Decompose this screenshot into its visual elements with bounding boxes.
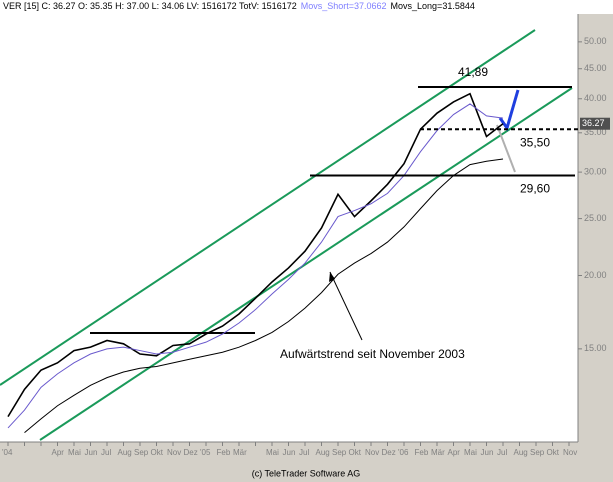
y-tick-label: 45.00 xyxy=(584,63,607,73)
blue-arrow xyxy=(498,89,520,132)
header: VER [15] C: 36.27 O: 35.35 H: 37.00 L: 3… xyxy=(3,1,475,11)
y-tick-label: 40.00 xyxy=(584,93,607,103)
x-tick-label: Jun xyxy=(85,448,98,457)
x-tick-label: Jul xyxy=(101,448,111,457)
level-label: 29,60 xyxy=(520,182,550,196)
x-tick-label: Apr xyxy=(448,448,461,457)
x-tick-label: '05 xyxy=(200,448,211,457)
plot-area xyxy=(0,14,578,442)
x-tick-label: Aug xyxy=(514,448,528,457)
footer: (c) TeleTrader Software AG xyxy=(252,468,361,478)
x-tick-label: Aug xyxy=(316,448,330,457)
x-tick-label: Dez xyxy=(382,448,396,457)
level-label: 41,89 xyxy=(458,65,488,79)
last-price-label: 36.27 xyxy=(582,118,605,128)
gray-arrow xyxy=(496,124,516,173)
x-tick-label: Mai xyxy=(464,448,477,457)
x-tick-label: Okt xyxy=(349,448,362,457)
short-ma-label: Movs_Short=37.0662 xyxy=(301,1,387,11)
y-tick-label: 35.00 xyxy=(584,127,607,137)
channel-lower xyxy=(39,87,573,441)
x-tick-label: '06 xyxy=(398,448,409,457)
y-tick-label: 50.00 xyxy=(584,36,607,46)
channel-upper xyxy=(0,29,536,386)
series-line xyxy=(7,103,504,429)
x-tick-label: Mai xyxy=(266,448,279,457)
x-tick-label: Nov xyxy=(563,448,577,457)
x-tick-label: Feb xyxy=(217,448,231,457)
x-tick-label: Mär xyxy=(431,448,445,457)
x-tick-label: Apr xyxy=(52,448,65,457)
x-tick-label: Okt xyxy=(151,448,164,457)
y-tick-label: 30.00 xyxy=(584,166,607,176)
series-line xyxy=(24,158,504,434)
x-tick-label: Jun xyxy=(283,448,296,457)
long-ma-label: Movs_Long=31.5844 xyxy=(391,1,475,11)
header-bar xyxy=(0,0,613,14)
x-tick-label: Sep xyxy=(134,448,149,457)
x-tick-label: Mai xyxy=(68,448,81,457)
x-tick-label: Jul xyxy=(497,448,507,457)
x-tick-label: Mär xyxy=(233,448,247,457)
x-tick-label: Sep xyxy=(530,448,545,457)
annotation-arrow xyxy=(329,271,363,341)
quote: VER [15] C: 36.27 O: 35.35 H: 37.00 L: 3… xyxy=(3,1,297,11)
y-tick-label: 15.00 xyxy=(584,343,607,353)
x-tick-label: Jun xyxy=(481,448,494,457)
x-tick-label: '04 xyxy=(2,448,13,457)
x-tick-label: Nov xyxy=(167,448,181,457)
level-label: 35,50 xyxy=(520,135,550,149)
y-tick-label: 20.00 xyxy=(584,270,607,280)
x-tick-label: Feb xyxy=(415,448,429,457)
x-tick-label: Dez xyxy=(184,448,198,457)
x-tick-label: Okt xyxy=(547,448,560,457)
x-tick-label: Jul xyxy=(299,448,309,457)
x-tick-label: Sep xyxy=(332,448,347,457)
y-tick-label: 25.00 xyxy=(584,213,607,223)
annotation: Aufwärtstrend seit November 2003 xyxy=(280,347,465,361)
last-price-box xyxy=(580,117,610,130)
x-tick-label: Aug xyxy=(118,448,132,457)
x-tick-label: Nov xyxy=(365,448,379,457)
